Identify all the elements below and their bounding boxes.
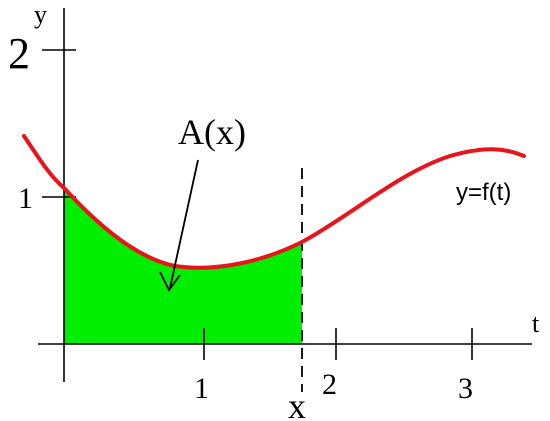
area-region-fill — [64, 188, 302, 344]
curve-label: y=f(t) — [456, 179, 511, 206]
t-tick-label-1: 1 — [194, 372, 209, 405]
y-tick-label-1: 1 — [18, 182, 33, 215]
area-arrow-head — [159, 271, 181, 292]
y-tick-label-2: 2 — [8, 29, 30, 78]
t-tick-label-2: 2 — [322, 368, 337, 401]
area-arrow-shaft — [169, 159, 199, 289]
t-tick-label-3: 3 — [458, 372, 473, 405]
area-label: A(x) — [178, 112, 246, 152]
y-axis-label: y — [34, 0, 47, 29]
t-axis-label: t — [532, 309, 540, 338]
curve-f — [22, 134, 526, 270]
x-variable-label: x — [288, 386, 306, 421]
